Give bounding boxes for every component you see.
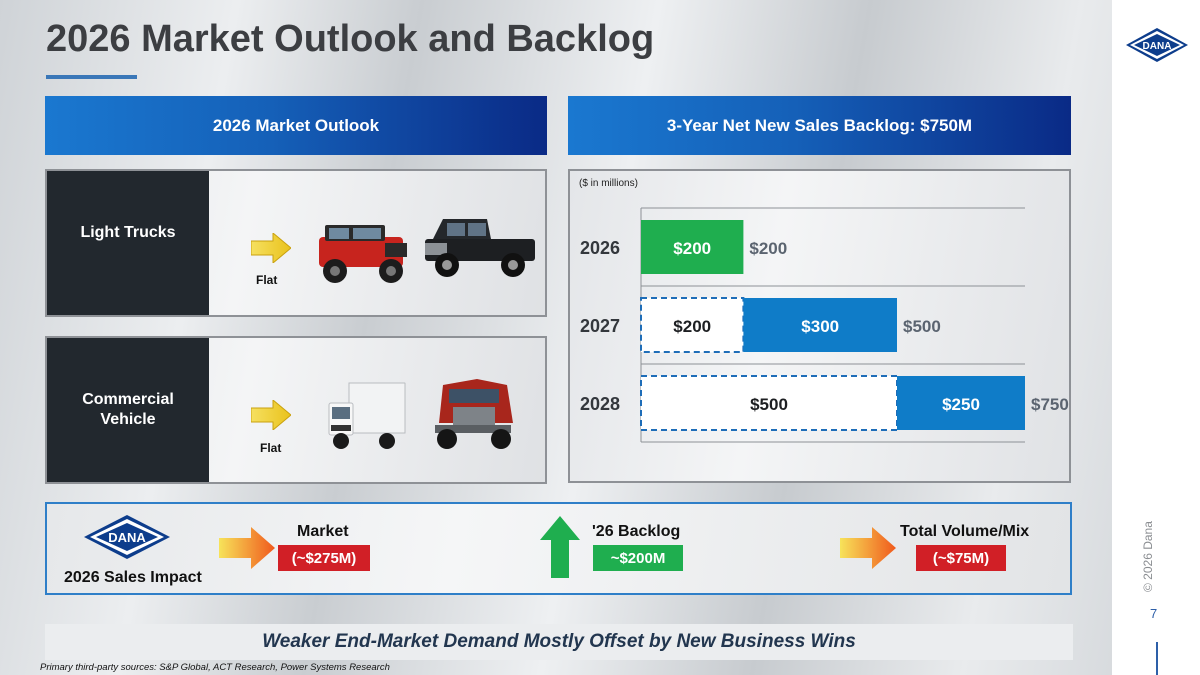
page-title: 2026 Market Outlook and Backlog [46, 18, 655, 60]
light-trucks-trend: Flat [256, 273, 278, 287]
backlog-impact-value: ~$200M [593, 545, 683, 571]
commercial-vehicle-trend: Flat [260, 441, 282, 455]
volume-mix-impact-label: Total Volume/Mix [900, 523, 1030, 540]
dana-logo-impact: DANA [84, 515, 170, 559]
total-label: $750 [1031, 395, 1069, 414]
source-note: Primary third-party sources: S&P Global,… [40, 662, 390, 673]
light-trucks-label: Light Trucks [47, 171, 209, 315]
market-impact-value: (~$275M) [278, 545, 370, 571]
backlog-header: 3-Year Net New Sales Backlog: $750M [568, 96, 1071, 155]
data-label: $250 [942, 395, 980, 414]
category-label: 2027 [580, 316, 620, 336]
semi-truck-image [435, 379, 513, 449]
backlog-impact-label: '26 Backlog [592, 523, 681, 540]
pickup-truck-image [425, 219, 535, 277]
data-label: $200 [673, 239, 711, 258]
flat-arrow-icon [251, 233, 291, 263]
bar [640, 297, 745, 353]
category-label: 2026 [580, 238, 620, 258]
svg-text:DANA: DANA [108, 530, 146, 545]
data-label: $200 [673, 317, 711, 336]
green-up-arrow-icon [540, 516, 580, 578]
title-underline [46, 75, 137, 79]
total-label: $200 [749, 239, 787, 258]
units-note: ($ in millions) [579, 178, 638, 189]
backlog-chart: 2026 $200 $200 2027 $200 $300 $500 2028 $500 $250… [580, 207, 1069, 443]
volume-mix-impact-value: (~$75M) [916, 545, 1006, 571]
flat-arrow-icon [251, 400, 291, 430]
market-impact-label: Market [297, 523, 349, 540]
data-label: $300 [801, 317, 839, 336]
data-label: $500 [750, 395, 788, 414]
right-rail [1112, 0, 1200, 675]
box-truck-image [328, 382, 406, 449]
bar [743, 298, 897, 352]
category-label: 2028 [580, 394, 620, 414]
orange-arrow-icon [840, 527, 896, 569]
copyright-text: © 2026 Dana [1141, 521, 1155, 592]
sales-impact-caption: 2026 Sales Impact [64, 569, 202, 586]
bar [897, 376, 1025, 430]
commercial-vehicle-label: Commercial Vehicle [47, 338, 209, 482]
bar [641, 220, 744, 274]
orange-arrow-icon [219, 527, 275, 569]
jeep-image [319, 225, 407, 283]
svg-text:DANA: DANA [1143, 41, 1172, 52]
tagline: Weaker End-Market Demand Mostly Offset b… [45, 624, 1073, 660]
page-number: 7 [1150, 606, 1158, 621]
dana-logo: DANA [1126, 28, 1188, 62]
page-marker-line [1156, 642, 1158, 675]
market-outlook-header: 2026 Market Outlook [45, 96, 547, 155]
bar [640, 375, 898, 431]
total-label: $500 [903, 317, 941, 336]
